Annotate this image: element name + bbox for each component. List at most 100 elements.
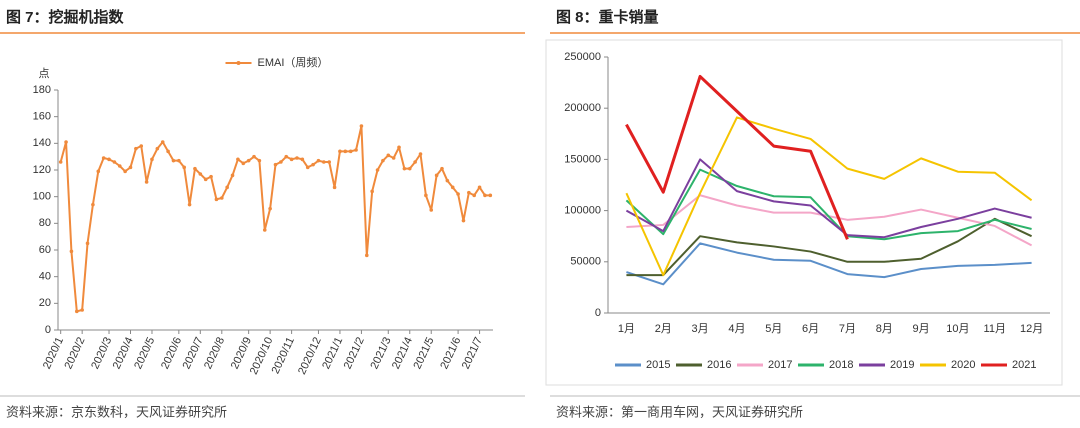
point — [139, 144, 144, 148]
y-tick-label: 250000 — [564, 51, 601, 63]
point — [300, 157, 305, 162]
point — [85, 241, 90, 246]
series-line — [626, 242, 1032, 286]
point — [477, 185, 482, 190]
point — [305, 165, 310, 170]
y-tick-label: 140 — [33, 137, 51, 149]
chart-frame — [545, 39, 1063, 386]
legend-label: 2016 — [707, 359, 731, 371]
legend-label: 2021 — [1012, 359, 1036, 371]
x-tick-label: 2月 — [655, 323, 672, 335]
y-tick-label: 60 — [39, 244, 51, 256]
point — [182, 165, 187, 170]
point — [429, 208, 434, 212]
point — [198, 172, 203, 176]
point — [187, 202, 192, 207]
point — [289, 157, 294, 162]
legend-marker — [236, 61, 241, 65]
point — [128, 165, 133, 170]
point — [424, 193, 428, 198]
point — [418, 152, 423, 156]
point — [166, 149, 170, 154]
point — [450, 185, 455, 190]
source: 资料来源：京东数科，天风证券研究所 — [6, 404, 227, 419]
point — [241, 161, 246, 166]
x-tick-label: 2020/5 — [132, 335, 157, 371]
point — [262, 228, 267, 232]
point — [203, 177, 208, 182]
point — [123, 169, 127, 174]
x-tick-label: 5月 — [765, 323, 782, 335]
point — [96, 169, 101, 174]
point — [101, 156, 106, 160]
y-tick-label: 50000 — [570, 256, 601, 268]
x-tick-label: 6月 — [802, 323, 819, 335]
point — [177, 158, 181, 163]
legend-label: 2018 — [829, 359, 853, 371]
x-tick-label: 2021/5 — [411, 335, 436, 371]
point — [91, 202, 95, 207]
y-tick-label: 200000 — [564, 102, 601, 114]
series-line — [626, 217, 1033, 277]
legend-label: 2015 — [646, 359, 670, 371]
point — [407, 166, 412, 171]
point — [69, 249, 74, 254]
point — [402, 166, 407, 171]
point — [461, 218, 466, 223]
point — [74, 309, 79, 314]
point — [440, 166, 444, 171]
x-tick-label: 2020/12 — [296, 335, 324, 376]
source: 资料来源：第一商用车网，天风证券研究所 — [556, 404, 803, 419]
chart-title: 图 7：挖掘机指数 — [6, 8, 125, 26]
x-tick-label: 7月 — [839, 323, 856, 335]
point — [193, 166, 197, 171]
point — [354, 148, 358, 152]
point — [391, 156, 396, 160]
y-tick-label: 0 — [45, 324, 51, 336]
point — [343, 149, 348, 154]
x-tick-label: 9月 — [913, 323, 930, 335]
x-tick-label: 4月 — [728, 323, 745, 335]
point — [381, 158, 385, 163]
point — [225, 185, 229, 190]
point — [236, 157, 240, 162]
y-tick-label: 120 — [33, 164, 51, 176]
point — [467, 190, 471, 195]
point — [386, 153, 391, 158]
point — [434, 173, 439, 178]
legend-label: 2019 — [890, 359, 914, 371]
x-tick-label: 2020/2 — [62, 335, 87, 371]
y-axis-label: 点 — [39, 67, 50, 80]
point — [273, 162, 278, 167]
point — [364, 253, 369, 258]
point — [117, 164, 122, 168]
point — [64, 140, 68, 144]
point — [279, 160, 283, 164]
point — [58, 160, 63, 164]
point — [246, 158, 251, 163]
x-tick-label: 11月 — [984, 323, 1006, 335]
x-tick-label: 8月 — [876, 323, 893, 335]
point — [160, 140, 165, 144]
series-line — [625, 168, 1032, 241]
point — [370, 189, 374, 194]
point — [257, 158, 262, 163]
chart-title: 图 8：重卡销量 — [556, 8, 659, 26]
point — [483, 193, 487, 198]
point — [488, 193, 493, 198]
point — [171, 158, 176, 163]
point — [107, 157, 111, 162]
point — [332, 185, 337, 190]
point — [413, 160, 417, 164]
point — [375, 168, 380, 172]
legend-label: 2017 — [768, 359, 792, 371]
y-tick-label: 100 — [33, 191, 51, 203]
point — [456, 192, 460, 196]
point — [209, 174, 213, 179]
y-tick-label: 100000 — [564, 205, 601, 217]
point — [268, 206, 272, 211]
series-line — [625, 116, 1033, 277]
point — [112, 160, 117, 164]
point — [155, 146, 160, 151]
